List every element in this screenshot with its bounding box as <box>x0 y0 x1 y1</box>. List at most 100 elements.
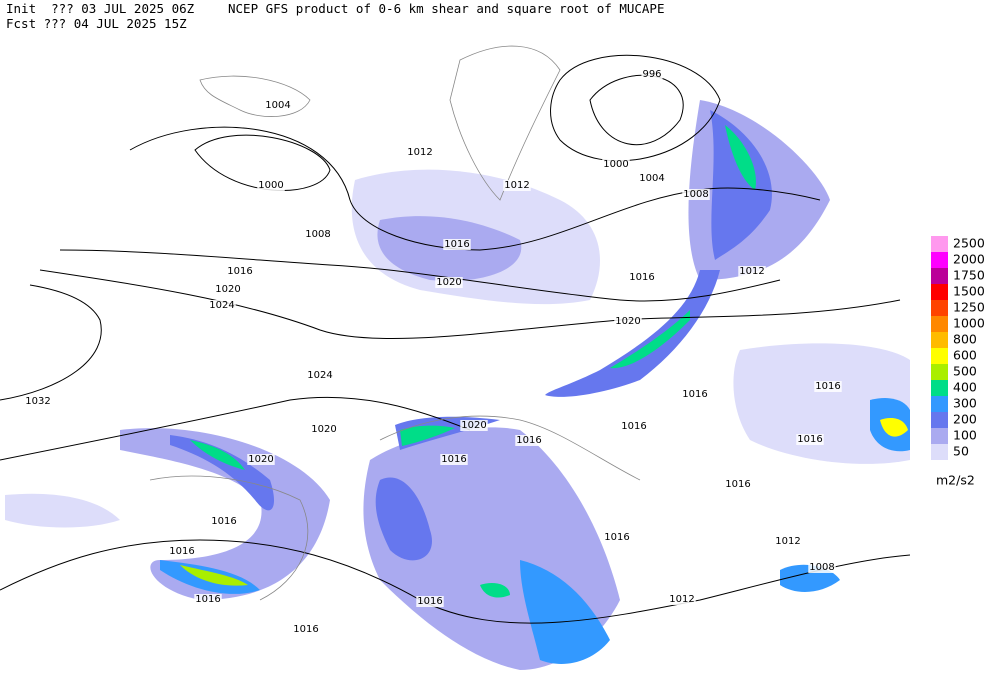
isobar-label: 1008 <box>683 189 708 200</box>
isobar-label: 1012 <box>669 594 694 605</box>
legend-label: 1750 <box>953 268 985 283</box>
isobar-label: 1024 <box>209 300 234 311</box>
isobar-label-bg <box>306 370 334 381</box>
isobar-label: 1016 <box>227 266 252 277</box>
isobar-label: 1016 <box>293 624 318 635</box>
legend-label: 300 <box>953 396 977 411</box>
isobar-label: 1016 <box>604 532 629 543</box>
isobar-label: 1016 <box>169 546 194 557</box>
isobar-label: 1004 <box>265 100 290 111</box>
isobar-label-bg <box>774 536 802 547</box>
legend-unit: m2/s2 <box>936 473 975 488</box>
isobar-label-bg <box>406 147 434 158</box>
isobar-label-bg <box>796 434 824 445</box>
isobar-label: 1016 <box>444 239 469 250</box>
header-forecast: Fcst ??? 04 JUL 2025 15Z <box>6 16 187 31</box>
legend-label: 2500 <box>953 236 985 251</box>
isobar-label: 1016 <box>417 596 442 607</box>
isobar-label-bg <box>257 180 285 191</box>
isobar-label-bg <box>214 284 242 295</box>
isobar-label: 1020 <box>215 284 240 295</box>
legend-swatch <box>931 348 948 364</box>
legend-swatch <box>931 428 948 444</box>
legend-label: 600 <box>953 348 977 363</box>
isobar-label: 1032 <box>25 396 50 407</box>
isobar-label-bg <box>603 532 631 543</box>
legend-label: 400 <box>953 380 977 395</box>
isobar-label-bg <box>247 454 275 465</box>
isobar-label: 1020 <box>311 424 336 435</box>
legend-swatch <box>931 268 948 284</box>
shear-shading <box>5 100 910 670</box>
isobar-label: 1020 <box>436 277 461 288</box>
isobar-label: 1004 <box>639 173 664 184</box>
isobar-label: 1016 <box>725 479 750 490</box>
isobar-label-bg <box>681 389 709 400</box>
legend-swatch <box>931 412 948 428</box>
isobar-label: 1016 <box>516 435 541 446</box>
legend-swatch <box>931 332 948 348</box>
isobar-label: 1012 <box>775 536 800 547</box>
legend-swatch <box>931 236 948 252</box>
isobar-label-bg <box>210 516 238 527</box>
legend-label: 1500 <box>953 284 985 299</box>
isobar-label: 1020 <box>248 454 273 465</box>
isobar-label: 1020 <box>461 420 486 431</box>
isobar-label: 1008 <box>809 562 834 573</box>
isobar-label: 1012 <box>407 147 432 158</box>
isobar-label-bg <box>515 435 543 446</box>
isobar-label: 1000 <box>603 159 628 170</box>
isobar-label-bg <box>304 229 332 240</box>
legend-label: 200 <box>953 412 977 427</box>
legend-label: 800 <box>953 332 977 347</box>
isobar-label-bg <box>724 479 752 490</box>
isobar-label: 1012 <box>504 180 529 191</box>
isobar-label-bg <box>208 300 236 311</box>
isobar-label: 1016 <box>797 434 822 445</box>
isobar-label: 1016 <box>441 454 466 465</box>
legend-swatch <box>931 300 948 316</box>
isobar-label: 1020 <box>615 316 640 327</box>
isobar-label-bg <box>614 316 642 327</box>
isobar-label: 1012 <box>739 266 764 277</box>
coastlines <box>149 45 641 601</box>
isobar-label-bg <box>264 100 292 111</box>
isobar-label: 1016 <box>815 381 840 392</box>
isobar-label-bg <box>443 239 471 250</box>
isobar-label-bg <box>628 272 656 283</box>
legend-swatch <box>931 444 948 460</box>
legend-swatch <box>931 252 948 268</box>
isobar-label: 1016 <box>682 389 707 400</box>
isobar-label-bg <box>641 69 663 80</box>
legend-label: 1000 <box>953 316 985 331</box>
isobar-label-bg <box>168 546 196 557</box>
isobar-label: 1024 <box>307 370 332 381</box>
isobar-label-bg <box>668 594 696 605</box>
isobar-label: 1016 <box>621 421 646 432</box>
isobar-label-bg <box>682 189 710 200</box>
legend-swatch <box>931 284 948 300</box>
isobar-labels: 996 1004 1012 1000 1012 1000 1004 1008 1008 1016 1… <box>24 69 842 635</box>
legend: 2500200017501500125010008006005004003002… <box>931 236 985 460</box>
isobar-label-bg <box>194 594 222 605</box>
isobar-label: 996 <box>642 69 661 80</box>
isobar-label: 1000 <box>258 180 283 191</box>
isobar-label-bg <box>440 454 468 465</box>
legend-swatch <box>931 396 948 412</box>
header-init: Init ??? 03 JUL 2025 06Z <box>6 1 195 16</box>
isobar-label-bg <box>814 381 842 392</box>
isobar-label-bg <box>460 420 488 431</box>
isobar-label-bg <box>738 266 766 277</box>
isobar-label: 1008 <box>305 229 330 240</box>
isobar-label: 1016 <box>195 594 220 605</box>
legend-label: 500 <box>953 364 977 379</box>
isobar-label-bg <box>226 266 254 277</box>
isobar-label-bg <box>435 277 463 288</box>
legend-swatch <box>931 380 948 396</box>
isobar-label-bg <box>808 562 836 573</box>
legend-swatch <box>931 316 948 332</box>
isobar-label-bg <box>310 424 338 435</box>
isobar-label-bg <box>503 180 531 191</box>
isobar-label-bg <box>292 624 320 635</box>
legend-label: 1250 <box>953 300 985 315</box>
